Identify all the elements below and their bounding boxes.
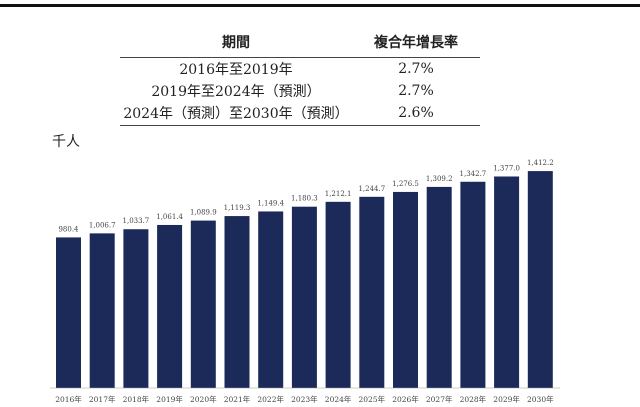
bar	[190, 220, 216, 388]
top-rule	[0, 4, 640, 7]
x-tick-label: 2021年	[224, 394, 251, 404]
x-tick-label: 2022年	[257, 394, 284, 404]
data-label: 980.4	[58, 225, 79, 233]
table-row: 2016年至2019年 2.7%	[120, 58, 480, 81]
header-cagr: 複合年增長率	[352, 27, 480, 58]
x-tick-label: 2023年	[291, 394, 318, 404]
x-tick-label: 2024年	[325, 394, 352, 404]
data-label: 1,033.7	[123, 217, 150, 225]
bar	[157, 224, 183, 388]
bar	[393, 191, 418, 388]
cagr-table: 期間 複合年增長率 2016年至2019年 2.7% 2019年至2024年（預測）…	[120, 27, 480, 126]
cagr: 2.7%	[398, 83, 434, 99]
bar	[426, 186, 452, 388]
x-tick-label: 2025年	[359, 394, 386, 404]
bar	[460, 181, 486, 388]
data-label: 1,149.4	[257, 199, 284, 207]
data-label: 1,119.3	[224, 204, 251, 212]
bar	[258, 211, 284, 388]
bar	[291, 206, 317, 388]
x-tick-label: 2026年	[392, 394, 419, 404]
x-tick-label: 2028年	[460, 394, 487, 404]
data-label: 1,377.0	[493, 164, 520, 172]
x-tick-label: 2020年	[190, 394, 217, 404]
header-period: 期間	[120, 27, 352, 58]
data-label: 1,309.2	[426, 175, 453, 183]
data-label: 1,089.9	[190, 209, 217, 217]
period: 2016年至2019年	[179, 62, 293, 78]
data-label: 1,061.4	[156, 213, 183, 221]
bar	[325, 201, 351, 388]
x-tick-label: 2027年	[426, 394, 453, 404]
data-label: 1,342.7	[460, 170, 487, 178]
bar	[494, 176, 520, 388]
bar	[359, 196, 385, 388]
x-tick-label: 2019年	[156, 394, 183, 404]
bar	[527, 171, 553, 388]
bar	[224, 216, 250, 388]
bar	[123, 229, 149, 388]
data-label: 1,180.3	[291, 195, 318, 203]
data-label: 1,212.1	[325, 190, 352, 198]
data-label: 1,244.7	[358, 185, 385, 193]
x-tick-label: 2016年	[55, 394, 82, 404]
period: 2019年至2024年（預測）	[151, 84, 321, 100]
period: 2024年（預測）至2030年（預測）	[120, 102, 352, 126]
y-unit-label: 千人	[52, 134, 80, 150]
data-label: 1,276.5	[392, 180, 419, 188]
data-label: 1,412.2	[527, 159, 554, 167]
data-label: 1,006.7	[89, 221, 116, 229]
table-row: 2024年（預測）至2030年（預測） 2.6%	[120, 102, 480, 126]
cagr: 2.7%	[398, 61, 434, 77]
bar	[89, 233, 115, 388]
x-tick-label: 2030年	[527, 394, 554, 404]
x-tick-label: 2029年	[493, 394, 520, 404]
cagr: 2.6%	[352, 102, 480, 126]
bar	[56, 237, 81, 388]
x-tick-label: 2017年	[89, 394, 116, 404]
x-tick-label: 2018年	[123, 394, 150, 404]
table-row: 2019年至2024年（預測） 2.7%	[120, 80, 480, 102]
